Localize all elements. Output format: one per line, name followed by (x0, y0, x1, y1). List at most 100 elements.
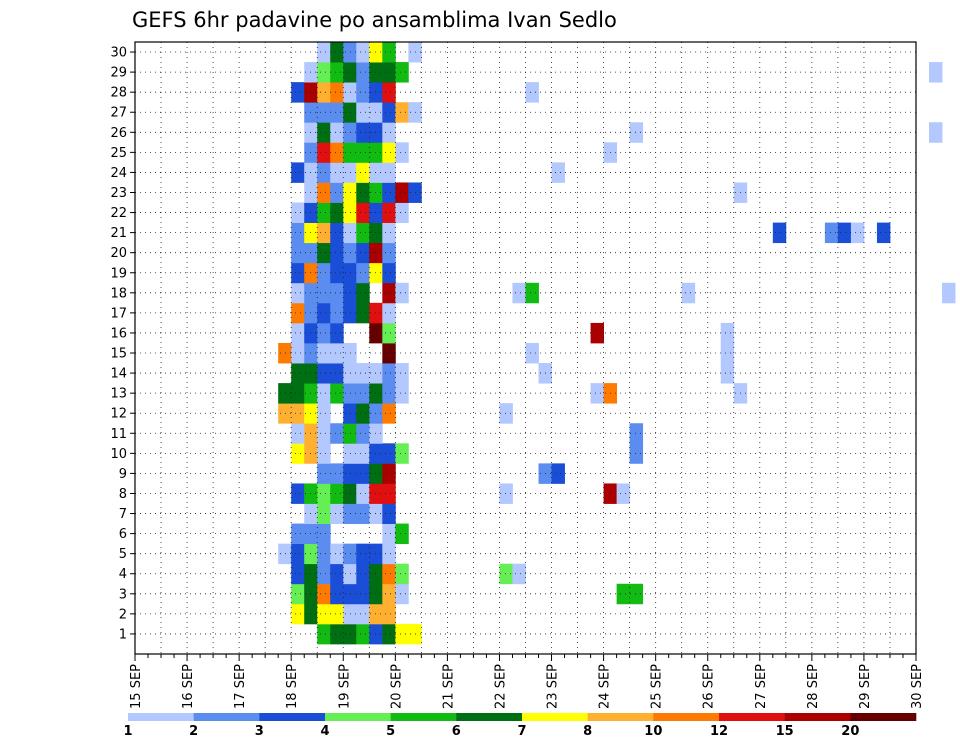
heatmap-cell (356, 282, 370, 304)
heatmap-cell (291, 443, 305, 464)
heatmap-cell (369, 162, 383, 183)
heatmap-cell (356, 363, 370, 384)
heatmap-cell (317, 463, 331, 484)
y-tick-label: 26 (110, 126, 127, 141)
heatmap-cell (356, 182, 370, 203)
heatmap-cell (382, 122, 396, 143)
heatmap-cell (330, 423, 344, 444)
heatmap-cell (499, 403, 513, 424)
heatmap-cell (317, 282, 331, 304)
y-tick-label: 1 (119, 627, 127, 642)
heatmap-cell (291, 363, 305, 384)
heatmap-cell (356, 42, 370, 63)
x-tick-label: 21 SEP (441, 664, 456, 709)
heatmap-cell (356, 162, 370, 183)
heatmap-cell (317, 62, 331, 83)
heatmap-cell (330, 162, 344, 183)
heatmap-cell (317, 302, 331, 324)
heatmap-cell (317, 403, 331, 424)
heatmap-cell (395, 443, 409, 464)
heatmap-cell (382, 603, 396, 625)
heatmap-cell (330, 543, 344, 565)
heatmap-cell (291, 202, 305, 223)
x-tick-label: 28 SEP (806, 664, 821, 709)
heatmap-cell (590, 322, 604, 344)
x-tick-label: 30 SEP (910, 664, 925, 709)
colorbar-swatch (850, 713, 917, 721)
heatmap-cell (356, 603, 370, 625)
heatmap-cell (369, 543, 383, 565)
x-tick-label: 17 SEP (233, 664, 248, 709)
heatmap-cell (382, 403, 396, 424)
heatmap-cell (369, 202, 383, 223)
heatmap-cell (330, 322, 344, 344)
heatmap-cell (343, 583, 357, 605)
heatmap-cell (369, 122, 383, 143)
y-tick-label: 6 (119, 527, 127, 542)
heatmap-cell (382, 623, 396, 645)
heatmap-cell (369, 82, 383, 103)
heatmap-cell (343, 403, 357, 424)
heatmap-cell (343, 62, 357, 83)
heatmap-cell (278, 543, 292, 565)
heatmap-cell (369, 102, 383, 123)
heatmap-cell (343, 302, 357, 324)
heatmap-cell (512, 282, 526, 304)
heatmap-cell (343, 182, 357, 203)
heatmap-cell (512, 563, 526, 585)
x-tick-label: 23 SEP (546, 664, 561, 709)
heatmap-cell (382, 62, 396, 83)
heatmap-cell (317, 503, 331, 524)
heatmap-cell (343, 202, 357, 223)
heatmap-cell (343, 563, 357, 585)
heatmap-cell (278, 342, 292, 364)
heatmap-cell (395, 282, 409, 304)
heatmap-cell (837, 222, 852, 244)
colorbar-label: 2 (189, 724, 198, 739)
heatmap-cell (720, 363, 735, 384)
heatmap-cell (317, 82, 331, 103)
heatmap-cell (278, 403, 292, 424)
y-tick-label: 3 (119, 587, 127, 602)
heatmap-cell (291, 222, 305, 244)
x-tick-label: 15 SEP (129, 664, 144, 709)
heatmap-cell (395, 563, 409, 585)
heatmap-cell (317, 363, 331, 384)
heatmap-cell (356, 503, 370, 524)
heatmap-cell (317, 122, 331, 143)
colorbar-swatch (522, 713, 588, 721)
heatmap-cell (330, 262, 344, 284)
heatmap-cell (317, 202, 331, 223)
heatmap-cell (317, 603, 331, 625)
heatmap-cell (343, 82, 357, 103)
colorbar-label: 1 (123, 724, 132, 739)
heatmap-cell (291, 162, 305, 183)
heatmap-cell (629, 122, 644, 143)
heatmap-cell (382, 322, 396, 344)
heatmap-cell (356, 443, 370, 464)
x-tick-label: 19 SEP (337, 664, 352, 709)
colorbar: 1 2 3 4 5 6 7 8 10 12 15 20 (123, 713, 917, 739)
heatmap-cell (616, 483, 631, 504)
y-tick-label: 7 (119, 507, 127, 522)
heatmap-cell (369, 42, 383, 63)
heatmap-cell (356, 82, 370, 103)
colorbar-label: 12 (710, 724, 728, 739)
heatmap-cell (343, 543, 357, 565)
heatmap-cell (395, 583, 409, 605)
heatmap-cell (343, 102, 357, 123)
heatmap-cell (369, 443, 383, 464)
heatmap-cell (382, 543, 396, 565)
heatmap-cell (330, 62, 344, 83)
heatmap-cell (330, 242, 344, 264)
y-tick-label: 8 (119, 487, 127, 502)
heatmap-cell (369, 62, 383, 83)
heatmap-cell (330, 82, 344, 103)
heatmap-cell (291, 603, 305, 625)
heatmap-cell (395, 62, 409, 83)
y-tick-label: 29 (110, 66, 127, 81)
heatmap-cell (291, 383, 305, 404)
y-tick-label: 27 (110, 106, 127, 121)
heatmap-cell (499, 563, 513, 585)
heatmap-cell (369, 483, 383, 504)
